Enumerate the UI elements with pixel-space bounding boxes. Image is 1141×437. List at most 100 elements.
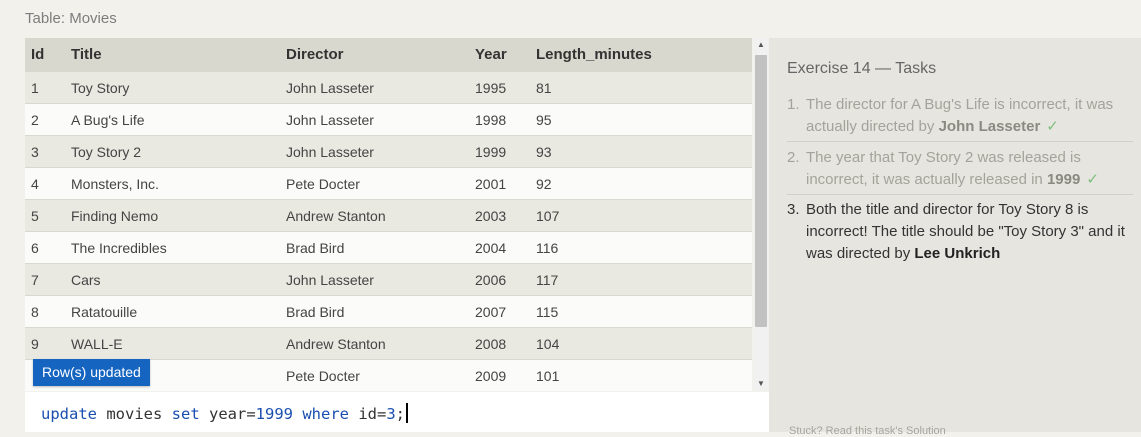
condition-id: id= [349,405,387,423]
task-item-2: 2. The year that Toy Story 2 was release… [787,147,1133,191]
cell-title: The Incredibles [65,231,280,264]
task-divider [787,194,1133,195]
cell-length: 81 [530,71,752,104]
column-header-id: Id [31,46,45,63]
cell-length: 95 [530,103,752,136]
cell-title: A Bug's Life [65,103,280,136]
cell-director: Brad Bird [280,295,469,328]
cell-id: 1 [25,71,65,104]
cell-director: Pete Docter [280,167,469,200]
column-header-length: Length_minutes [536,46,652,63]
table-row: 9 WALL-E Andrew Stanton 2008 104 [25,327,752,360]
column-header-title: Title [71,46,102,63]
row-updated-toast: Row(s) updated [33,359,150,386]
cell-director: John Lasseter [280,263,469,296]
task-divider [787,141,1133,142]
table-row: 3 Toy Story 2 John Lasseter 1999 93 [25,135,752,168]
cell-id: 7 [25,263,65,296]
scrollbar-thumb[interactable] [755,55,767,327]
task-number: 2. [787,149,800,166]
cell-length: 101 [530,359,752,391]
keyword-update: update [41,405,97,423]
cell-director: John Lasseter [280,103,469,136]
cell-id: 6 [25,231,65,264]
cell-length: 117 [530,263,752,296]
cell-year: 2004 [469,231,530,264]
cell-director: Pete Docter [280,359,469,391]
cell-id: 5 [25,199,65,232]
table-name: movies [97,405,172,423]
task-text: The year that Toy Story 2 was released i… [806,149,1081,188]
keyword-set: set [171,405,200,423]
cell-length: 115 [530,295,752,328]
value-year: 1999 [255,405,293,423]
cell-year: 2008 [469,327,530,360]
table-row: 6 The Incredibles Brad Bird 2004 116 [25,231,752,264]
cell-id: 3 [25,135,65,168]
cell-director: John Lasseter [280,135,469,168]
table-scrollbar[interactable]: ▲ ▼ [753,38,769,391]
task-highlight: 1999 [1046,171,1081,188]
task-item-1: 1. The director for A Bug's Life is inco… [787,94,1133,138]
cell-year: 2009 [469,359,530,391]
cell-title: Ratatouille [65,295,280,328]
table-row: 1 Toy Story John Lasseter 1995 81 [25,71,752,104]
cell-id: 2 [25,103,65,136]
check-icon: ✓ [1046,118,1059,135]
cell-year: 2001 [469,167,530,200]
cell-length: 116 [530,231,752,264]
column-header-director: Director [286,46,344,63]
task-highlight: John Lasseter [938,118,1041,135]
cell-id: 9 [25,327,65,360]
cell-director: John Lasseter [280,71,469,104]
cell-director: Brad Bird [280,231,469,264]
table-caption: Table: Movies [25,10,117,27]
scroll-up-arrow-icon[interactable]: ▲ [757,40,765,49]
cell-length: 104 [530,327,752,360]
cell-year: 2003 [469,199,530,232]
space [293,405,302,423]
tasks-heading: Exercise 14 — Tasks [787,60,937,77]
cell-year: 1998 [469,103,530,136]
table-row: 5 Finding Nemo Andrew Stanton 2003 107 [25,199,752,232]
cell-title: Toy Story 2 [65,135,280,168]
cell-length: 92 [530,167,752,200]
cell-length: 107 [530,199,752,232]
cell-title: Finding Nemo [65,199,280,232]
cell-year: 1995 [469,71,530,104]
column-header-year: Year [475,46,507,63]
value-id: 3 [386,405,396,423]
cell-length: 93 [530,135,752,168]
cell-id: 4 [25,167,65,200]
cell-year: 2006 [469,263,530,296]
cell-director: Andrew Stanton [280,327,469,360]
task-highlight: Lee Unkrich [914,245,1001,262]
sql-query-text[interactable]: update movies set year=1999 where id=3; [41,403,409,423]
sql-editor[interactable]: update movies set year=1999 where id=3; [25,392,769,432]
table-body: 1 Toy Story John Lasseter 1995 81 2 A Bug's Li… [25,71,752,391]
task-number: 1. [787,96,800,113]
cell-year: 1999 [469,135,530,168]
check-icon: ✓ [1086,171,1099,188]
tasks-panel: Exercise 14 — Tasks 1. The director for … [769,38,1141,437]
task-item-3: 3. Both the title and director for Toy S… [787,199,1133,265]
table-header-row: Id Title Director Year Length_minutes [25,38,752,72]
keyword-where: where [302,405,349,423]
text-caret [406,403,409,423]
cell-id: 8 [25,295,65,328]
cell-title: Monsters, Inc. [65,167,280,200]
semicolon: ; [395,405,406,423]
cell-title: Cars [65,263,280,296]
scroll-down-arrow-icon[interactable]: ▼ [757,379,765,388]
assign-year: year= [199,405,256,423]
table-row: 8 Ratatouille Brad Bird 2007 115 [25,295,752,328]
cell-title: Toy Story [65,71,280,104]
cell-director: Andrew Stanton [280,199,469,232]
solution-hint-link[interactable]: Stuck? Read this task's Solution [789,425,946,437]
task-number: 3. [787,201,800,218]
cell-year: 2007 [469,295,530,328]
task-text: Both the title and director for Toy Stor… [806,201,1125,262]
